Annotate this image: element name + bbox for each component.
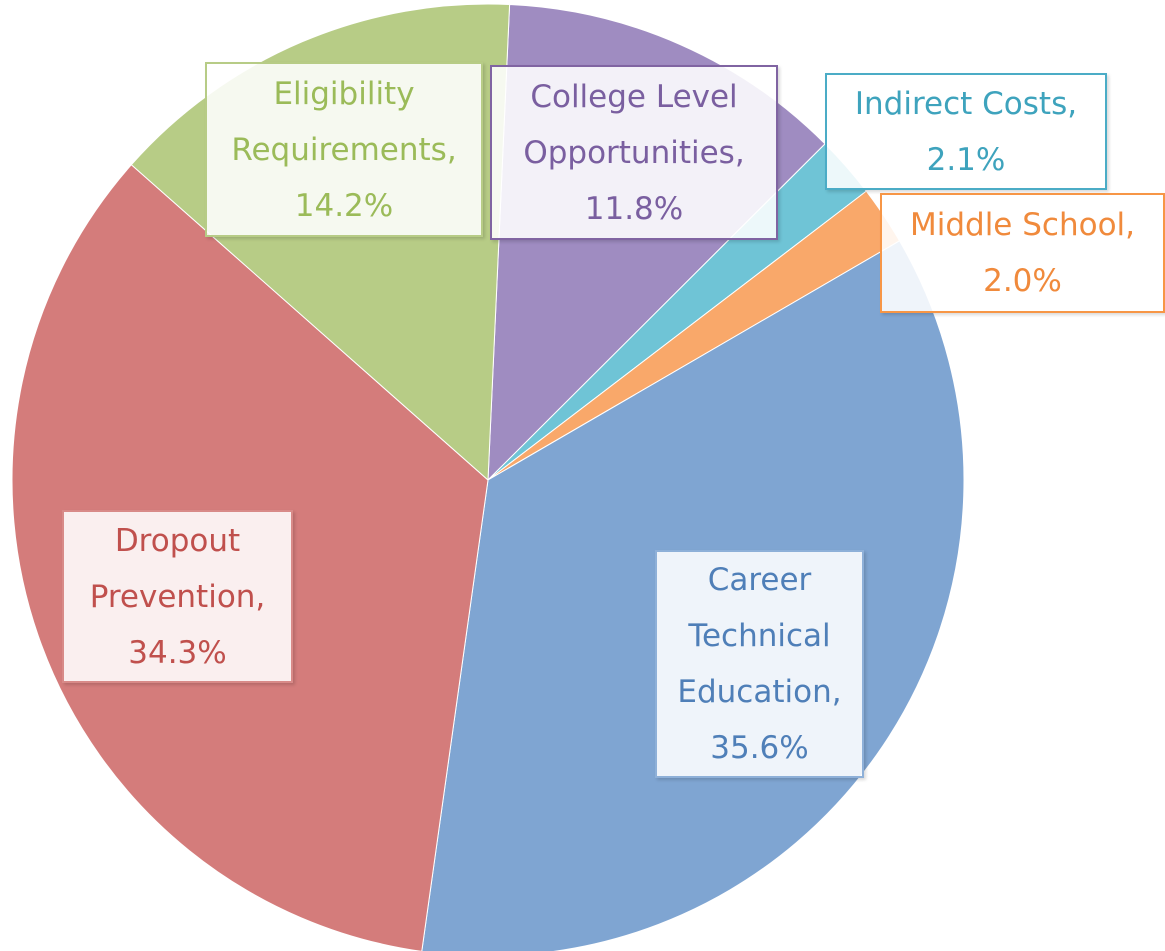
category: Career Technical Education, <box>677 562 842 710</box>
data-label: Indirect Costs, 2.1% <box>825 73 1107 190</box>
value-label: 2.1% <box>926 141 1006 178</box>
value-label: 14.2% <box>294 187 394 224</box>
category: College Level Opportunities, <box>523 78 745 171</box>
category: Eligibility Requirements, <box>231 75 457 168</box>
data-label: College Level Opportunities, 11.8% <box>490 65 778 240</box>
data-label: Eligibility Requirements, 14.2% <box>205 62 483 237</box>
data-label: Dropout Prevention, 34.3% <box>62 510 293 683</box>
category: Middle School, <box>909 207 1136 243</box>
value-label: 34.3% <box>128 634 227 671</box>
data-label: Middle School, 2.0% <box>880 193 1165 313</box>
value-label: 2.0% <box>983 263 1062 299</box>
value-label: 35.6% <box>710 730 809 766</box>
value-label: 11.8% <box>584 190 684 227</box>
category: Dropout Prevention, <box>89 522 266 615</box>
data-label: Career Technical Education, 35.6% <box>655 550 864 778</box>
category: Indirect Costs, <box>854 85 1078 122</box>
